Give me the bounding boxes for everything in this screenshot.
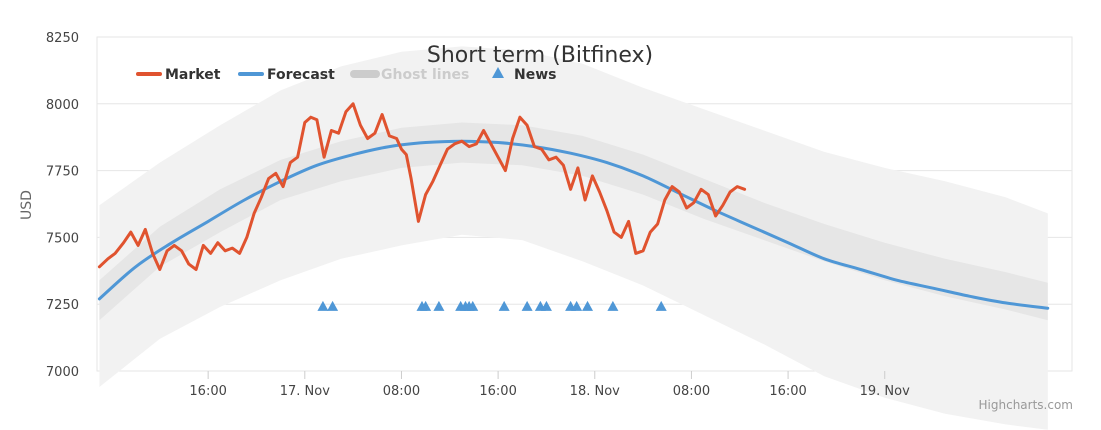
news-marker[interactable]	[540, 300, 552, 311]
market-line	[97, 102, 747, 271]
news-marker[interactable]	[327, 300, 339, 311]
inner-band-area	[99, 122, 1048, 321]
legend-news-label: News	[514, 67, 556, 83]
y-tick-label: 8000	[46, 98, 79, 113]
y-axis-ticks: 7000 7250 7500 7750 8000 8250	[46, 31, 79, 380]
news-marker[interactable]	[655, 300, 667, 311]
x-tick-label: 17. Nov	[280, 384, 330, 399]
news-marker[interactable]	[498, 300, 510, 311]
y-tick-label: 7500	[46, 231, 79, 246]
news-marker[interactable]	[433, 300, 445, 311]
x-tick-label: 18. Nov	[570, 384, 620, 399]
legend-ghost-lines-label: Ghost lines	[381, 67, 469, 83]
news-marker[interactable]	[607, 300, 619, 311]
market-series	[97, 102, 747, 271]
y-axis-label: USD	[19, 190, 35, 220]
news-series	[317, 300, 667, 311]
x-tick-label: 16:00	[479, 384, 516, 399]
credits-link[interactable]: Highcharts.com	[979, 398, 1073, 412]
x-axis-ticks: 16:00 17. Nov 08:00 16:00 18. Nov 08:00 16:00 1…	[189, 371, 910, 399]
x-tick-label: 19. Nov	[860, 384, 910, 399]
forecast-line	[97, 139, 1050, 310]
y-tick-label: 7000	[46, 365, 79, 380]
legend-news-triangle-icon	[492, 67, 504, 78]
y-tick-label: 7750	[46, 165, 79, 180]
forecast-series	[97, 139, 1050, 310]
x-tick-label: 08:00	[383, 384, 420, 399]
news-marker[interactable]	[317, 300, 329, 311]
legend-forecast-label: Forecast	[267, 67, 335, 83]
news-marker[interactable]	[582, 300, 594, 311]
legend-item-market[interactable]: Market	[136, 67, 221, 83]
news-marker[interactable]	[420, 300, 432, 311]
news-marker[interactable]	[521, 300, 533, 311]
outer-confidence-band	[99, 46, 1048, 430]
x-tick-label: 08:00	[673, 384, 710, 399]
chart-title: Short term (Bitfinex)	[427, 43, 653, 68]
y-tick-label: 8250	[46, 31, 79, 46]
x-tick-label: 16:00	[189, 384, 226, 399]
inner-confidence-band	[99, 122, 1048, 321]
legend: Market Forecast Ghost lines News	[136, 67, 556, 83]
outer-band-area	[99, 46, 1048, 430]
legend-item-news[interactable]: News	[492, 67, 556, 83]
y-tick-label: 7250	[46, 298, 79, 313]
legend-item-ghost-lines[interactable]: Ghost lines	[350, 67, 469, 83]
legend-market-label: Market	[165, 67, 221, 83]
x-tick-label: 16:00	[769, 384, 806, 399]
legend-item-forecast[interactable]: Forecast	[238, 67, 335, 83]
news-marker[interactable]	[467, 300, 479, 311]
news-marker[interactable]	[571, 300, 583, 311]
